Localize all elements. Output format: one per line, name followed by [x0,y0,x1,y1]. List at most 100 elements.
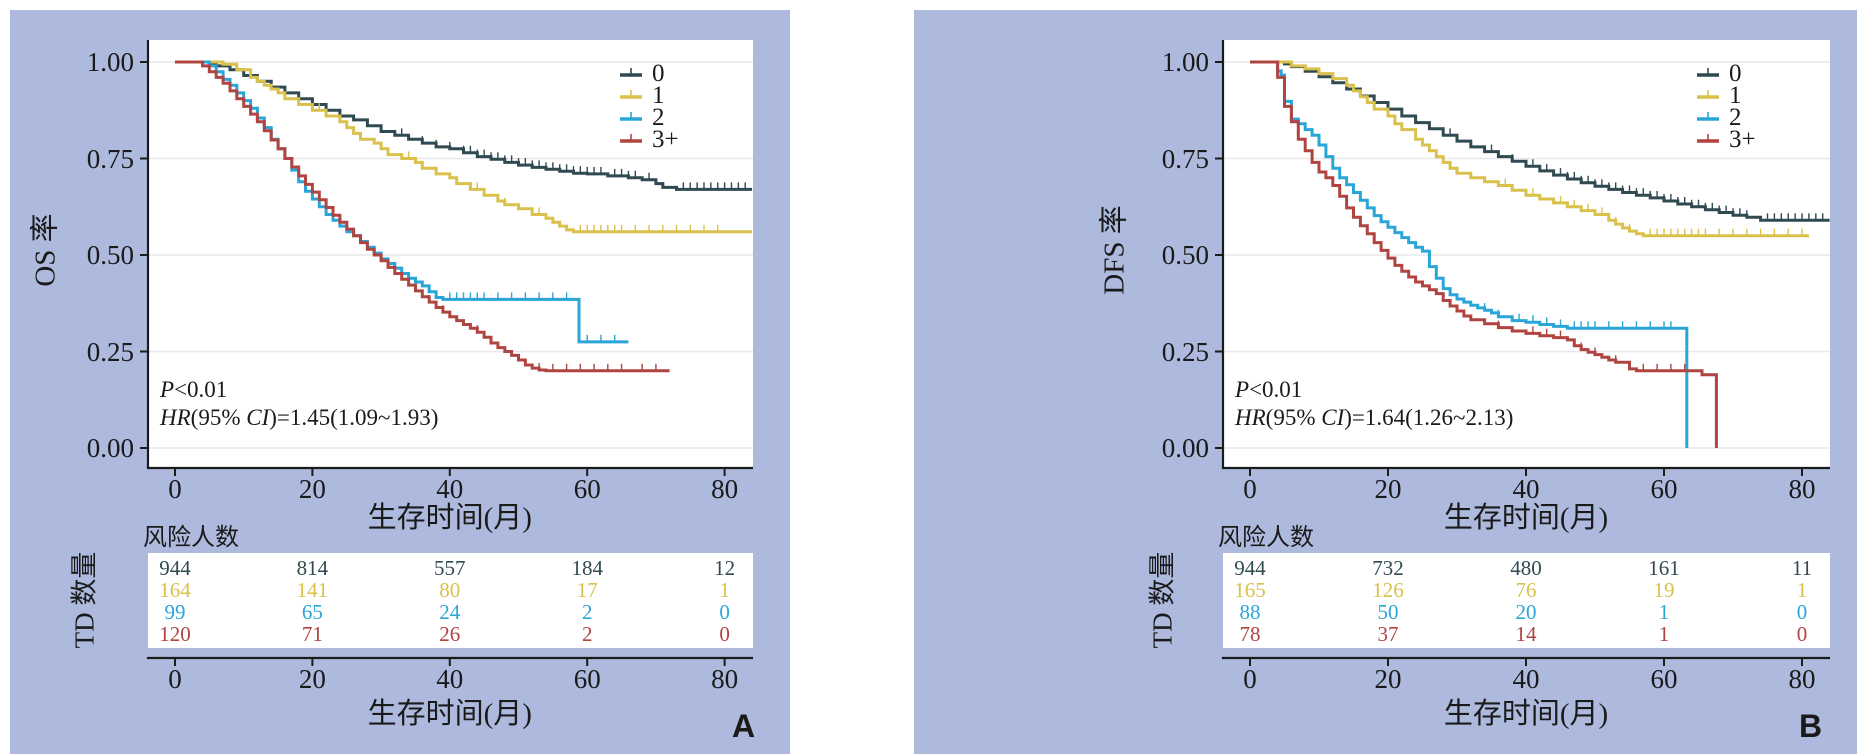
risk-count: 480 [1510,556,1542,580]
x-tick-label: 60 [573,474,601,504]
risk-count: 126 [1372,578,1404,602]
risk-count: 944 [1234,556,1266,580]
risk-count: 19 [1653,578,1675,602]
censor-ticks [1442,293,1686,372]
risk-x-axis-title: 生存时间(月) [367,698,532,730]
risk-count: 24 [439,600,461,624]
risk-x-tick-label: 0 [1243,664,1257,694]
risk-count: 1 [1658,622,1670,646]
risk-x-tick-label: 20 [298,664,326,694]
annotation-segment: HR [160,405,191,430]
annotation-segment: CI [246,405,270,430]
x-tick-label: 40 [436,474,464,504]
risk-count: 50 [1377,600,1399,624]
risk-table-title: 风险人数 [1218,525,1314,551]
y-tick-label: 0.75 [86,143,134,174]
y-axis-title: DFS 率 [1098,205,1131,295]
risk-x-axis-title: 生存时间(月) [1443,698,1609,730]
legend-entry-2: 2 [1694,104,1742,130]
risk-count: 17 [576,578,598,602]
annotation-hr: HR(95% CI)=1.64(1.26~2.13) [1235,406,1513,429]
x-tick-label: 80 [1788,474,1816,504]
risk-count: 557 [434,556,466,580]
plot-area [1223,40,1830,468]
legend-entry-3+: 3+ [617,126,679,152]
risk-count: 814 [296,556,329,580]
risk-table-area [148,553,753,648]
risk-count: 0 [719,622,730,646]
x-tick-label: 60 [1650,474,1678,504]
risk-count: 184 [571,556,603,580]
risk-count: 732 [1372,556,1404,580]
legend-entry-1: 1 [617,82,665,108]
survival-curve-1 [175,60,753,234]
annotation-segment: <0.01 [1249,377,1303,402]
tick-marks [1215,61,1803,666]
km-plot-canvas [140,40,753,666]
annotation-p-value: P<0.01 [160,378,227,401]
legend-label: 0 [1729,59,1742,87]
y-tick-label: 0.50 [86,240,134,270]
gridlines [148,61,753,449]
y-tick-label: 0.75 [1161,143,1209,174]
risk-count: 2 [581,600,593,624]
annotation-hr: HR(95% CI)=1.45(1.09~1.93) [160,406,438,429]
legend-label: 2 [652,103,665,131]
annotation-segment: )=1.64(1.26~2.13) [1344,405,1514,430]
legend-entry-0: 0 [617,60,665,86]
legend-marker-icon [1697,68,1719,77]
y-tick-label: 0.25 [1161,336,1209,367]
annotation-segment: CI [1321,405,1345,430]
y-tick-label: 1.00 [1161,47,1209,77]
annotation-segment: P [1235,377,1250,402]
legend-marker-icon [1697,90,1719,99]
censor-ticks [380,124,746,190]
curve-path [175,60,753,234]
survival-curve-3+ [1250,60,1718,448]
survival-curve-2 [175,60,629,344]
risk-x-tick-label: 80 [711,664,739,694]
risk-x-tick-label: 0 [168,664,182,694]
risk-count: 26 [439,622,461,646]
risk-count: 76 [1515,578,1537,602]
legend-label: 1 [652,81,665,109]
panel-b: 1.00 0.75 0.50 0.25 0.00 0 0 20 20 40 40 60 60 80 80 生存… [914,10,1857,754]
x-tick-label: 20 [298,474,326,504]
curve-path [175,60,629,344]
risk-x-tick-label: 60 [1650,664,1678,694]
risk-count: 14 [1515,622,1537,646]
legend-marker-icon [1697,134,1719,143]
risk-count: 0 [1796,600,1808,624]
annotation-p-value: P<0.01 [1235,378,1302,401]
risk-y-axis-title: TD 数量 [69,551,100,649]
risk-count: 120 [159,622,191,646]
y-tick-label: 1.00 [86,47,134,77]
censor-ticks [1352,83,1803,237]
legend-label: 1 [1729,81,1742,109]
km-plot-canvas [1215,40,1830,666]
risk-count: 164 [159,578,191,602]
censor-ticks [428,295,657,372]
y-tick-label: 0.25 [86,336,134,367]
plot-area [148,40,753,468]
risk-count: 1 [719,578,730,602]
annotation-segment: HR [1235,405,1266,430]
x-tick-label: 0 [168,474,182,504]
risk-count: 11 [1791,556,1813,580]
legend-entry-1: 1 [1694,82,1742,108]
annotation-segment: )=1.45(1.09~1.93) [269,405,439,430]
risk-count: 2 [581,622,593,646]
risk-count: 88 [1239,600,1261,624]
risk-count: 12 [714,556,736,580]
risk-x-tick-label: 80 [1788,664,1816,694]
legend-label: 0 [652,59,665,87]
x-axis-title: 生存时间(月) [1443,502,1609,534]
curve-path [175,60,670,373]
x-tick-label: 20 [1374,474,1402,504]
risk-count: 0 [1796,622,1808,646]
risk-x-tick-label: 60 [573,664,601,694]
risk-count: 161 [1648,556,1680,580]
legend-entry-3+: 3+ [1694,126,1756,152]
risk-count: 99 [164,600,186,624]
